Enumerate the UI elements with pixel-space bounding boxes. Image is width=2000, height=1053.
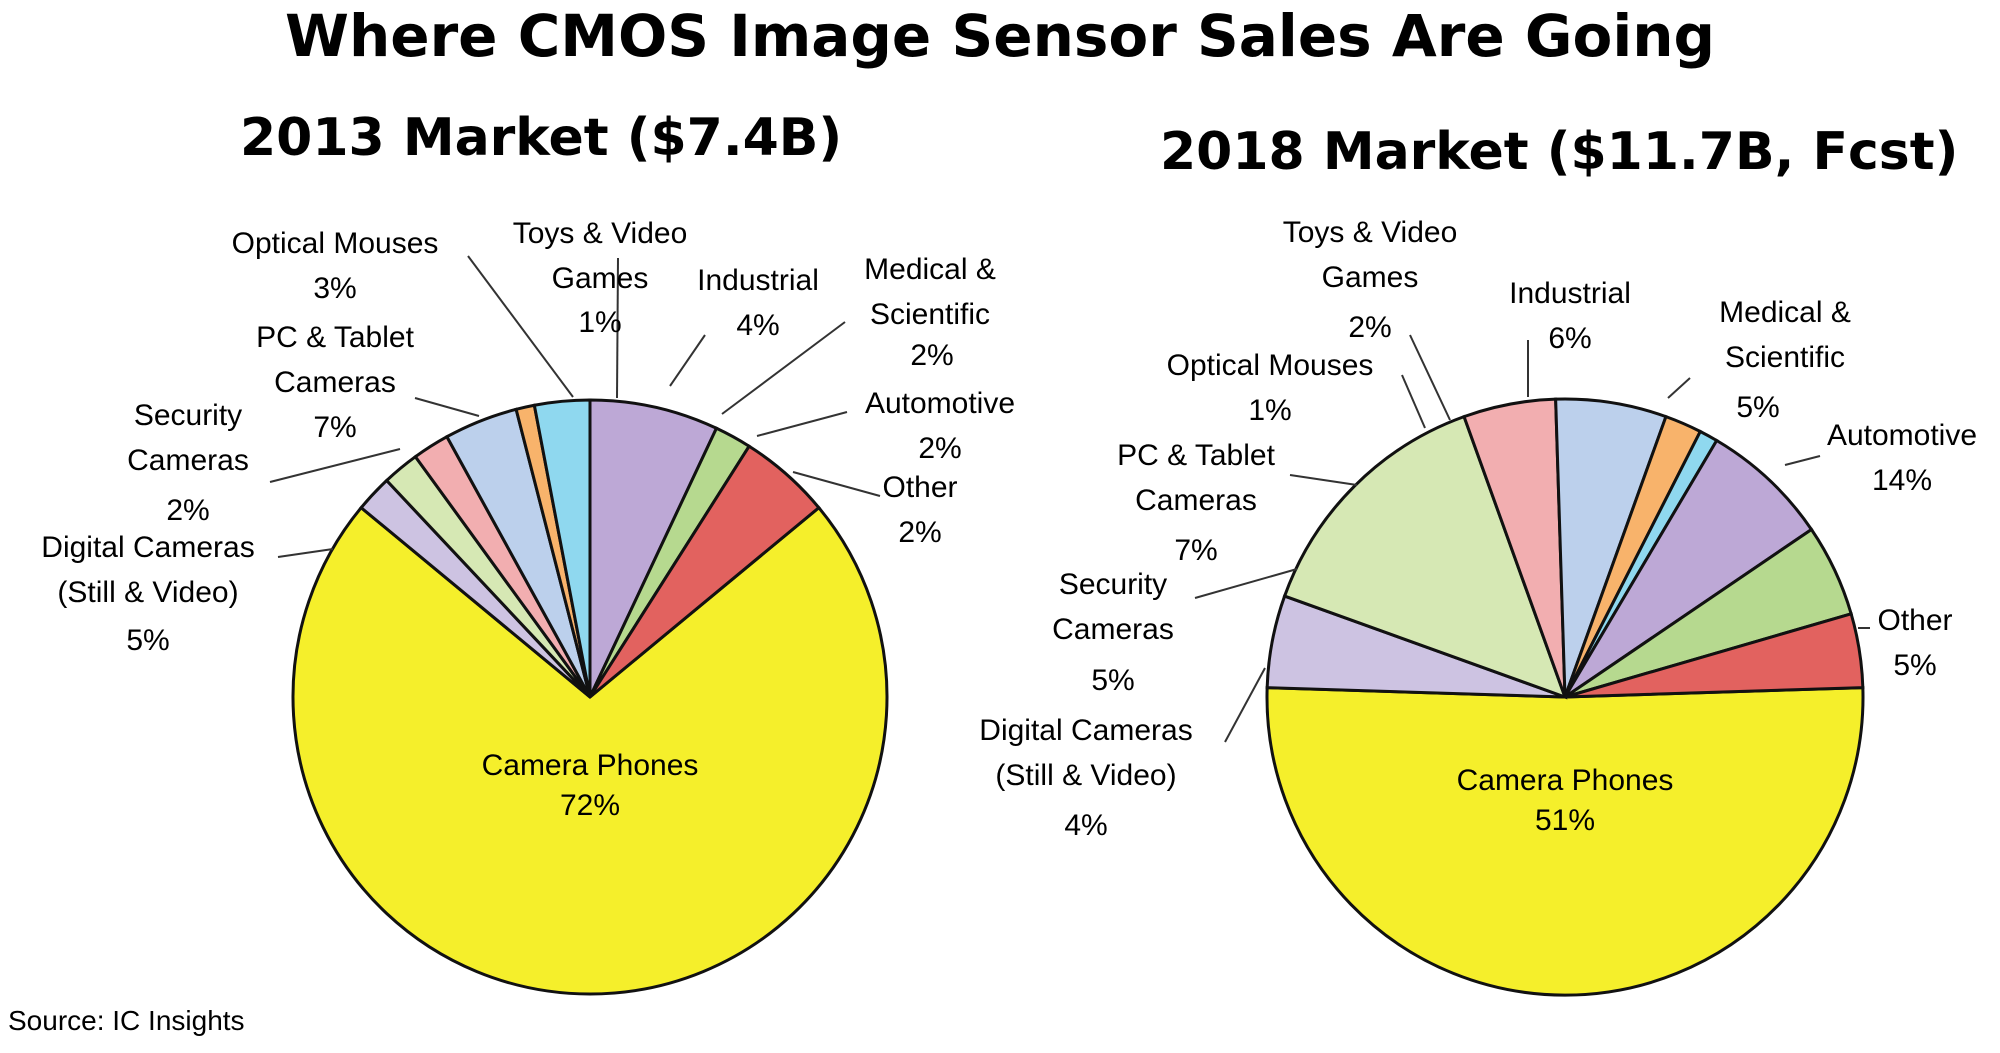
- slice-label-other: Other: [1877, 604, 1952, 637]
- chart-title-2018: 2018 Market ($11.7B, Fcst): [1160, 122, 1959, 182]
- slice-digital-cameras-still-and-video: [588, 444, 821, 699]
- slice-camera-phones: [1265, 686, 1865, 997]
- pie-1: Camera Phones 51% Other 5% Automotive 14% Medi…: [979, 216, 1977, 997]
- chart-title-2013: 2013 Market ($7.4B): [240, 108, 843, 168]
- slice-value-toys-and-video-games: 1%: [578, 306, 621, 339]
- slice-label-pc-and-tablet-cameras: PC & Tablet Cameras: [1117, 439, 1276, 517]
- slice-value-optical-mouses: 3%: [313, 272, 356, 305]
- slice-value-automotive: 14%: [1872, 464, 1932, 497]
- slice-value-security-cameras: 5%: [1091, 664, 1134, 697]
- slice-value-toys-and-video-games: 2%: [1348, 311, 1391, 344]
- slice-value-other: 2%: [898, 516, 941, 549]
- slice-pc-and-tablet-cameras: [588, 398, 719, 698]
- leader-line-medical-and-scientific: [1667, 377, 1691, 399]
- source-note: Source: IC Insights: [8, 1005, 245, 1036]
- slice-label-camera-phones: Camera Phones: [1457, 764, 1674, 797]
- slice-camera-phones: [291, 505, 889, 996]
- slice-value-automotive: 2%: [918, 432, 961, 465]
- slice-digital-cameras-still-and-video: [1564, 612, 1865, 699]
- leader-line-pc-and-tablet-cameras: [414, 397, 480, 417]
- leader-line-toys-and-video-games: [616, 257, 619, 399]
- slice-label-camera-phones: Camera Phones: [482, 749, 699, 782]
- slice-value-industrial: 6%: [1548, 322, 1591, 355]
- slice-label-toys-and-video-games: Toys & Video Games: [513, 217, 688, 295]
- slice-label-security-cameras: Security Cameras: [127, 399, 249, 477]
- slice-value-digital-cameras-still-and-video: 5%: [126, 624, 169, 657]
- slice-value-medical-and-scientific: 5%: [1736, 391, 1779, 424]
- leader-line-optical-mouses: [1401, 374, 1426, 429]
- slice-label-medical-and-scientific: Medical & Scientific: [864, 253, 996, 331]
- slice-value-security-cameras: 2%: [166, 494, 209, 527]
- slice-label-other: Other: [882, 471, 957, 504]
- leader-line-automotive: [756, 411, 848, 437]
- slice-value-pc-and-tablet-cameras: 7%: [1174, 534, 1217, 567]
- leader-line-digital-cameras-still-and-video: [1224, 667, 1266, 743]
- slice-label-industrial: Industrial: [697, 264, 819, 297]
- slice-label-medical-and-scientific: Medical & Scientific: [1719, 296, 1851, 374]
- leader-line-industrial: [669, 334, 706, 387]
- slice-value-optical-mouses: 1%: [1248, 394, 1291, 427]
- slice-value-other: 5%: [1893, 649, 1936, 682]
- leader-line-security-cameras: [1194, 568, 1298, 599]
- leader-line-digital-cameras-still-and-video: [277, 548, 334, 558]
- leader-line-medical-and-scientific: [721, 321, 846, 415]
- slice-value-medical-and-scientific: 2%: [910, 339, 953, 372]
- slice-label-digital-cameras-still-and-video: Digital Cameras (Still & Video): [979, 714, 1192, 792]
- slice-value-camera-phones: 72%: [560, 789, 620, 822]
- slice-label-toys-and-video-games: Toys & Video Games: [1283, 216, 1458, 294]
- leader-line-security-cameras: [269, 448, 401, 483]
- slice-pc-and-tablet-cameras: [1563, 438, 1814, 699]
- slice-value-industrial: 4%: [736, 309, 779, 342]
- slice-label-optical-mouses: Optical Mouses: [232, 227, 439, 260]
- slice-label-optical-mouses: Optical Mouses: [1167, 349, 1374, 382]
- page-title: Where CMOS Image Sensor Sales Are Going: [284, 2, 1716, 70]
- slice-label-automotive: Automotive: [865, 387, 1015, 420]
- slice-label-security-cameras: Security Cameras: [1052, 568, 1174, 646]
- slice-label-pc-and-tablet-cameras: PC & Tablet Cameras: [256, 321, 415, 399]
- leader-line-pc-and-tablet-cameras: [1289, 474, 1358, 486]
- slice-value-digital-cameras-still-and-video: 4%: [1064, 809, 1107, 842]
- leader-line-optical-mouses: [467, 255, 574, 398]
- slice-automotive: [1282, 414, 1568, 700]
- slice-label-digital-cameras-still-and-video: Digital Cameras (Still & Video): [41, 531, 254, 609]
- pie-0: Camera Phones 72% Other 2% Automotive 2% Medic…: [41, 217, 1015, 996]
- leader-line-toys-and-video-games: [1409, 334, 1451, 421]
- slice-label-automotive: Automotive: [1827, 419, 1977, 452]
- slice-value-camera-phones: 51%: [1535, 804, 1595, 837]
- slice-label-industrial: Industrial: [1509, 277, 1631, 310]
- leader-line-other: [792, 471, 881, 497]
- slice-value-pc-and-tablet-cameras: 7%: [313, 411, 356, 444]
- leader-line-automotive: [1784, 455, 1821, 466]
